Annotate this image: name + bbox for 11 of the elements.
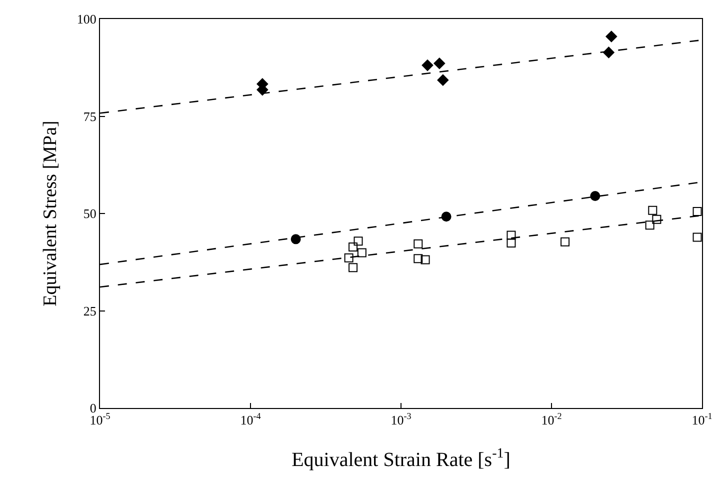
y-tick-label: 75 [83, 108, 96, 124]
x-tick-label: 10$^{-2}$ [541, 411, 562, 428]
y-tick-label: 50 [83, 206, 96, 222]
x-axis-title: Equivalent Strain Rate [s$^{-1}$] [292, 446, 510, 472]
y-axis-title: Equivalent Stress [MPa] [40, 120, 61, 306]
y-tick-label: 25 [83, 303, 96, 318]
x-tick-label: 10$^{-3}$ [390, 411, 412, 428]
x-tick-label: 10$^{-4}$ [240, 411, 262, 428]
y-tick-label: 100 [76, 12, 96, 27]
x-tick-label: 10$^{-1}$ [692, 411, 712, 428]
y-tick-label: 0 [90, 400, 96, 416]
